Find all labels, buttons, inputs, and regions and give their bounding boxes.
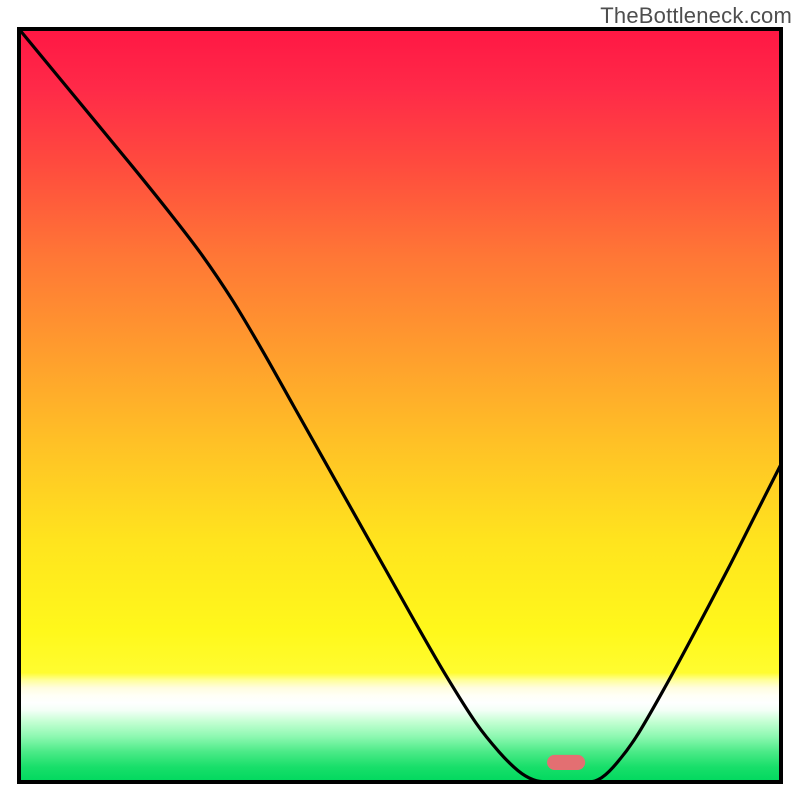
bottleneck-chart [0,0,800,800]
optimal-marker [547,755,585,770]
plot-background [19,29,781,782]
watermark-text: TheBottleneck.com [600,3,792,29]
chart-container: TheBottleneck.com [0,0,800,800]
